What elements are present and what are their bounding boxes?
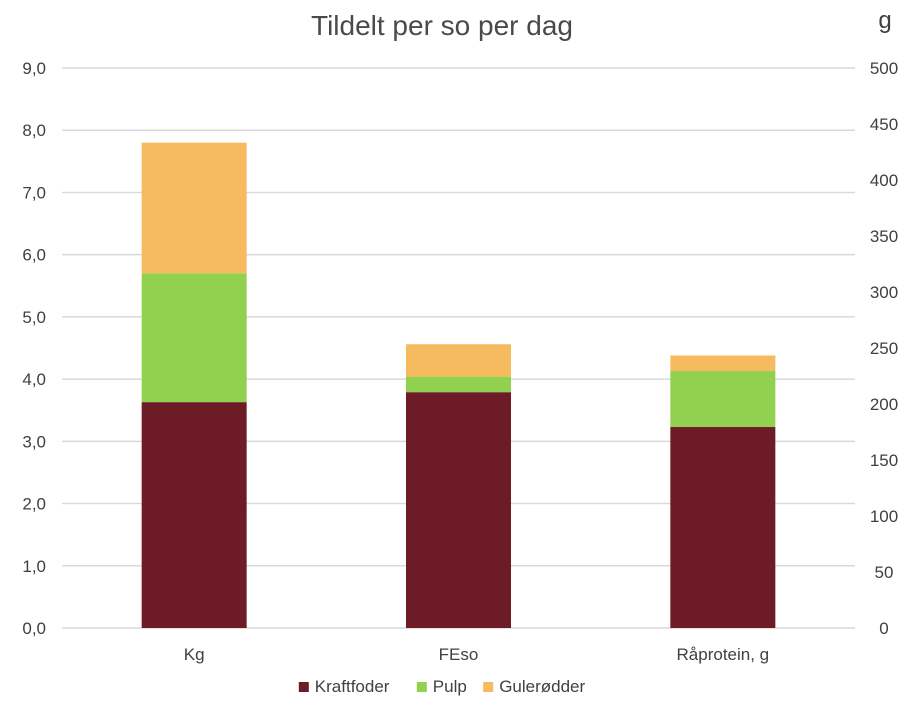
- primary-y-axis: 0,0 1,0 2,0 3,0 4,0 5,0 6,0 7,0 8,0 9,0: [22, 59, 46, 638]
- y2-tick-label: 500: [870, 59, 898, 78]
- legend-item: Pulp: [416, 677, 467, 696]
- legend-swatch: [416, 682, 427, 692]
- y-tick-label: 9,0: [22, 59, 46, 78]
- legend-label: Pulp: [433, 677, 467, 696]
- legend-item: Gulerødder: [483, 677, 586, 696]
- x-tick-label: Kg: [184, 645, 205, 664]
- chart-title: Tildelt per so per dag: [311, 10, 573, 41]
- bar-segment: [670, 355, 776, 372]
- bar-segment: [670, 427, 776, 628]
- y2-tick-label: 50: [875, 563, 894, 582]
- legend: Kraftfoder Pulp Gulerødder: [298, 677, 586, 696]
- y-tick-label: 2,0: [22, 495, 46, 514]
- y2-tick-label: 150: [870, 451, 898, 470]
- category-axis: Kg FEso Råprotein, g: [184, 645, 769, 664]
- bar-segment: [406, 376, 511, 393]
- bar-segment: [406, 344, 511, 377]
- legend-swatch: [483, 682, 494, 692]
- y2-tick-label: 450: [870, 115, 898, 134]
- y-tick-label: 5,0: [22, 308, 46, 327]
- bar-segment: [141, 402, 247, 628]
- bar-segment: [406, 392, 511, 628]
- y-tick-label: 4,0: [22, 370, 46, 389]
- legend-label: Kraftfoder: [315, 677, 390, 696]
- y2-tick-label: 300: [870, 283, 898, 302]
- legend-swatch: [298, 682, 309, 692]
- y2-tick-label: 250: [870, 339, 898, 358]
- legend-label: Gulerødder: [499, 677, 585, 696]
- y-tick-label: 0,0: [22, 619, 46, 638]
- y-tick-label: 1,0: [22, 557, 46, 576]
- y-tick-label: 3,0: [22, 432, 46, 451]
- y-tick-label: 6,0: [22, 246, 46, 265]
- x-tick-label: Råprotein, g: [677, 645, 770, 664]
- legend-item: Kraftfoder: [298, 677, 390, 696]
- bar-segment: [670, 371, 776, 428]
- y2-tick-label: 350: [870, 227, 898, 246]
- bar-segment: [141, 273, 247, 403]
- x-tick-label: FEso: [439, 645, 479, 664]
- y-tick-label: 7,0: [22, 183, 46, 202]
- y2-tick-label: 0: [879, 619, 888, 638]
- y2-tick-label: 100: [870, 507, 898, 526]
- y2-tick-label: 200: [870, 395, 898, 414]
- bars: [141, 142, 776, 628]
- y-tick-label: 8,0: [22, 121, 46, 140]
- secondary-y-axis: 0 50 100 150 200 250 300 350 400 450 500: [870, 59, 898, 638]
- bar-segment: [141, 142, 247, 274]
- y2-tick-label: 400: [870, 171, 898, 190]
- secondary-axis-unit-label: g: [878, 7, 891, 34]
